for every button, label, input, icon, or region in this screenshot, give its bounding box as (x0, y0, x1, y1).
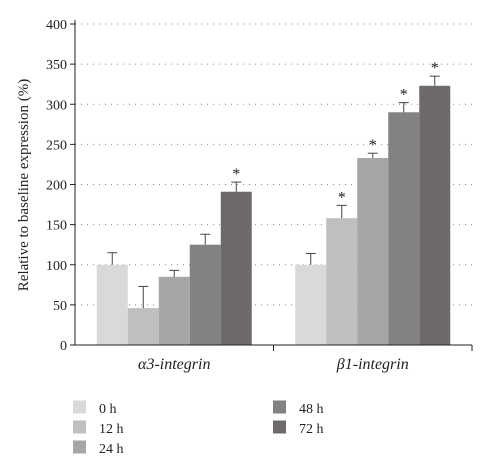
bar (189, 244, 221, 345)
bar (127, 308, 159, 345)
significance-marker: * (338, 189, 346, 206)
legend-swatch (73, 420, 86, 434)
bar (326, 218, 358, 345)
y-axis: 0 50 100 150 200 250 300 350 400 (46, 18, 76, 354)
bar (220, 191, 252, 345)
y-tick-label: 150 (46, 219, 67, 234)
legend-swatch (73, 440, 86, 454)
legend-label: 12 h (99, 422, 124, 437)
bar (388, 112, 420, 346)
bars-group: * * * * * (96, 60, 451, 346)
bar (419, 85, 451, 345)
legend: 0 h 12 h 24 h 48 h 72 h (73, 400, 324, 457)
category-label: β1-integrin (336, 356, 409, 373)
legend-swatch (273, 420, 286, 434)
legend-label: 24 h (99, 442, 124, 457)
significance-marker: * (232, 166, 240, 183)
bar (158, 276, 190, 345)
significance-marker: * (369, 137, 377, 154)
legend-swatch (73, 400, 86, 414)
y-tick-label: 350 (46, 58, 67, 73)
legend-label: 0 h (99, 402, 117, 417)
y-tick-label: 300 (46, 98, 67, 113)
category-label: α3-integrin (138, 356, 210, 373)
bar (295, 264, 327, 345)
y-axis-title: Relative to baseline expression (%) (16, 79, 32, 291)
y-tick-label: 0 (60, 339, 67, 354)
bar (96, 264, 128, 345)
y-tick-label: 250 (46, 138, 67, 153)
bar (357, 158, 389, 345)
legend-label: 48 h (299, 402, 324, 417)
legend-label: 72 h (299, 422, 324, 437)
y-tick-label: 50 (53, 299, 67, 314)
y-tick-label: 100 (46, 259, 67, 274)
significance-marker: * (431, 60, 439, 77)
legend-swatch (273, 400, 286, 414)
y-tick-label: 400 (46, 18, 67, 33)
x-axis: α3-integrin β1-integrin (75, 344, 473, 373)
significance-marker: * (400, 87, 408, 104)
y-tick-label: 200 (46, 179, 67, 194)
gridlines (75, 23, 472, 306)
